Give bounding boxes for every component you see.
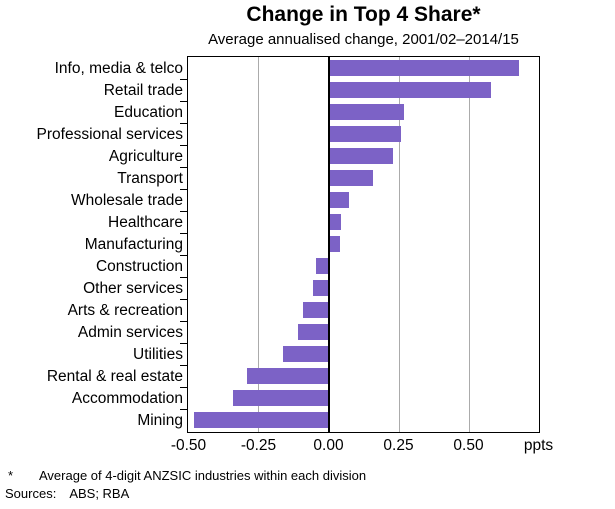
bar-utilities xyxy=(283,346,329,362)
bar-retail-trade xyxy=(328,82,492,98)
footnote-text: Average of 4-digit ANZSIC industries wit… xyxy=(39,468,367,483)
y-axis-label: Wholesale trade xyxy=(70,192,183,209)
chart-subtitle: Average annualised change, 2001/02–2014/… xyxy=(208,31,519,48)
bar-wholesale-trade xyxy=(328,192,350,208)
x-axis-tick-label: 0.25 xyxy=(383,437,414,454)
sources-label: Sources: xyxy=(5,486,57,501)
bar-arts-recreation xyxy=(303,302,329,318)
y-axis-tick xyxy=(180,365,187,367)
bar-construction xyxy=(315,258,329,274)
gridline xyxy=(258,57,260,432)
y-axis-tick xyxy=(180,145,187,147)
y-axis-label: Manufacturing xyxy=(84,236,183,253)
x-axis-tick-label: -0.50 xyxy=(170,437,207,454)
x-axis-tick-label: -0.25 xyxy=(240,437,277,454)
zero-axis-line xyxy=(328,57,330,432)
bar-transport xyxy=(328,170,374,186)
gridline xyxy=(398,57,400,432)
y-axis-label: Education xyxy=(114,104,183,121)
y-axis-label: Accommodation xyxy=(71,390,183,407)
y-axis-label: Agriculture xyxy=(108,148,183,165)
y-axis-tick xyxy=(180,387,187,389)
y-axis-label: Admin services xyxy=(77,324,183,341)
bar-manufacturing xyxy=(328,236,340,252)
x-axis-tick-label: 0.50 xyxy=(453,437,484,454)
y-axis-label: Other services xyxy=(83,280,183,297)
x-axis-tick-label: 0.00 xyxy=(313,437,344,454)
bar-agriculture xyxy=(328,148,393,164)
y-axis-tick xyxy=(180,321,187,323)
y-axis-tick xyxy=(180,255,187,257)
y-axis-label: Arts & recreation xyxy=(67,302,183,319)
y-axis-tick xyxy=(180,101,187,103)
gridline xyxy=(468,57,471,432)
x-axis-unit-label: ppts xyxy=(523,437,554,454)
y-axis-label: Mining xyxy=(137,412,183,429)
bar-accommodation xyxy=(232,390,329,406)
sources: Sources: ABS; RBA xyxy=(5,486,129,502)
y-axis-tick xyxy=(180,409,187,411)
sources-text: ABS; RBA xyxy=(69,486,130,501)
y-axis-tick xyxy=(180,343,187,345)
y-axis-label: Professional services xyxy=(36,126,183,143)
chart-title: Change in Top 4 Share* xyxy=(246,3,481,26)
y-axis-tick xyxy=(180,299,187,301)
y-axis-tick xyxy=(180,233,187,235)
y-axis-tick xyxy=(180,167,187,169)
y-axis-label: Utilities xyxy=(133,346,183,363)
y-axis-tick xyxy=(180,79,187,81)
bar-admin-services xyxy=(297,324,329,340)
bar-info-media-telco xyxy=(328,60,520,76)
bar-rental-real-estate xyxy=(246,368,329,384)
y-axis-label: Transport xyxy=(117,170,183,187)
y-axis-label: Construction xyxy=(95,258,183,275)
bar-professional-services xyxy=(328,126,402,142)
plot-area xyxy=(180,56,540,433)
y-axis-label: Info, media & telco xyxy=(54,60,183,77)
y-axis-label: Healthcare xyxy=(108,214,183,231)
y-axis-tick xyxy=(180,189,187,191)
y-axis-label: Retail trade xyxy=(103,82,183,99)
footnote-marker: * xyxy=(8,468,14,483)
y-axis-label: Rental & real estate xyxy=(46,368,183,385)
bar-other-services xyxy=(312,280,329,296)
bar-healthcare xyxy=(328,214,342,230)
y-axis-tick xyxy=(180,211,187,213)
footnote: * Average of 4-digit ANZSIC industries wi… xyxy=(8,468,366,484)
bar-mining xyxy=(193,412,329,428)
bar-education xyxy=(328,104,405,120)
y-axis-tick xyxy=(180,277,187,279)
y-axis-tick xyxy=(180,123,187,125)
